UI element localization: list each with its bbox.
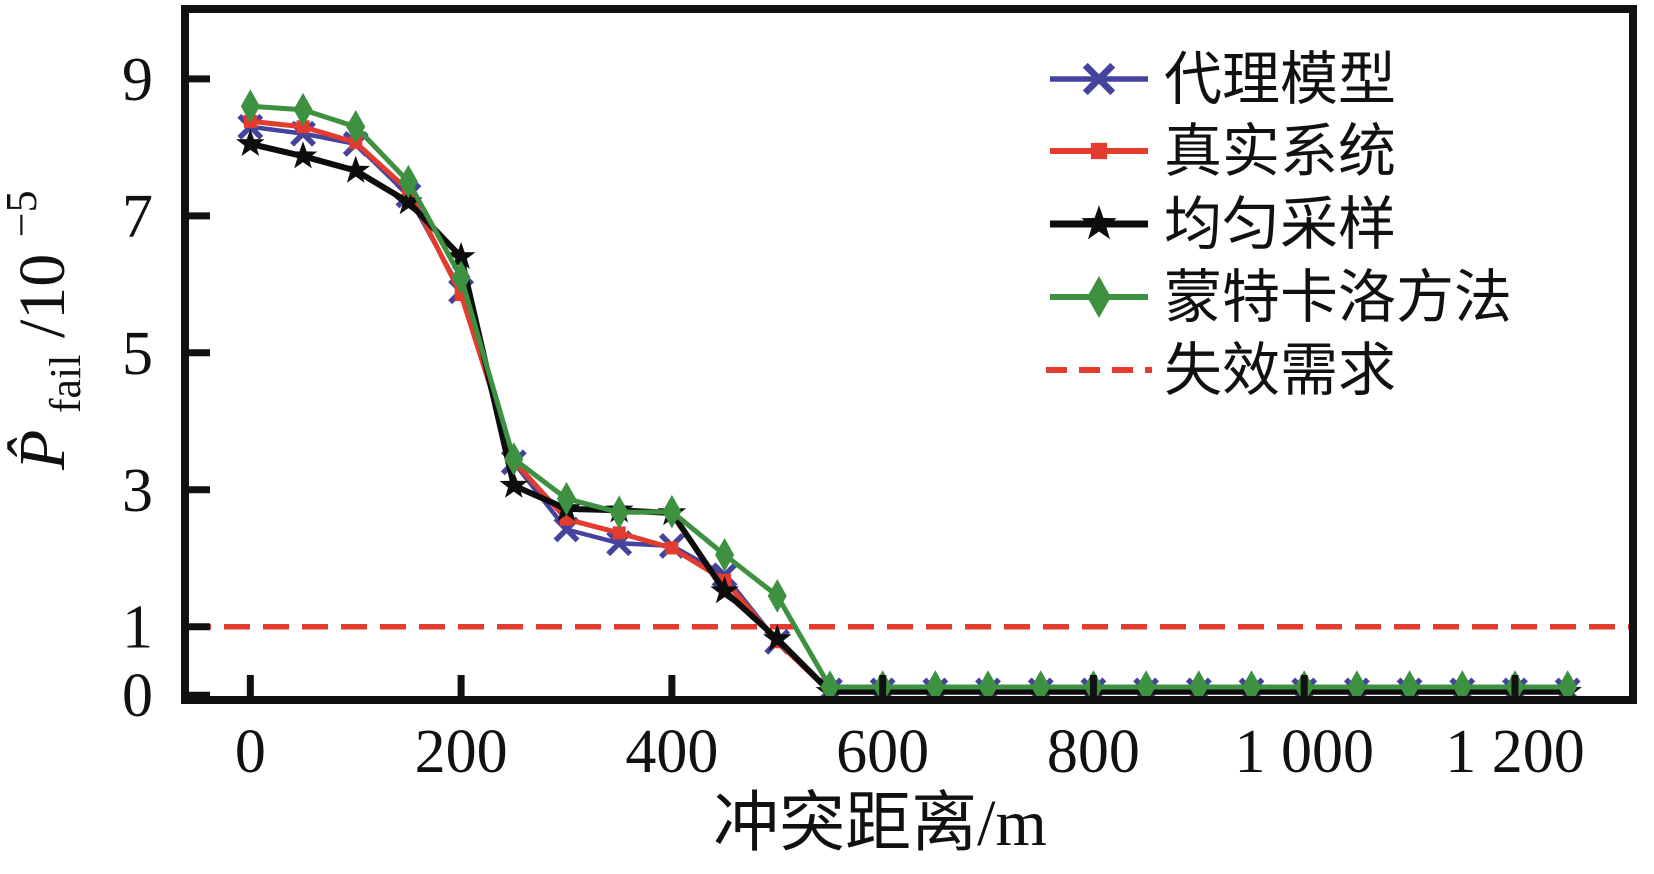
series-uniform-sampling-star-marker <box>710 576 739 604</box>
legend-real-system-square-marker <box>1090 142 1108 160</box>
y-tick-label: 1 <box>122 594 153 662</box>
x-tick-label: 400 <box>625 718 718 786</box>
x-tick-label: 600 <box>836 718 929 786</box>
series-monte-carlo-diamond-marker <box>820 670 840 704</box>
y-axis-label-main: P̂ <box>6 430 79 471</box>
legend-item-monte-carlo: 蒙特卡洛方法 <box>1050 265 1512 330</box>
series-uniform-sampling-line <box>249 140 1568 695</box>
y-axis-label-mid: /10 <box>6 254 79 338</box>
legend-uniform-sampling-star-marker <box>1081 205 1117 240</box>
series-monte-carlo-diamond-marker <box>1136 670 1156 704</box>
series-monte-carlo-diamond-marker <box>1241 670 1262 704</box>
x-tick-label: 1 200 <box>1445 718 1585 786</box>
legend-item-failure-requirement: 失效需求 <box>1046 338 1396 403</box>
legend-label-failure-requirement: 失效需求 <box>1164 338 1396 403</box>
legend-item-real-system: 真实系统 <box>1050 119 1396 184</box>
plot-border <box>181 5 1637 704</box>
series-monte-carlo-diamond-marker <box>1189 670 1209 704</box>
y-tick-label: 9 <box>122 46 153 114</box>
series-monte-carlo-diamond-marker <box>556 481 577 516</box>
y-tick-label: 3 <box>122 457 153 525</box>
axes-layer <box>181 5 1637 704</box>
y-axis-label-sub: fail <box>41 355 90 414</box>
series-monte-carlo-diamond-marker <box>1400 670 1420 704</box>
legend-label-monte-carlo: 蒙特卡洛方法 <box>1164 265 1512 330</box>
x-tick-label: 200 <box>415 718 508 786</box>
series-uniform-sampling-star-marker <box>236 128 265 156</box>
series-monte-carlo-diamond-marker <box>609 495 629 530</box>
series-monte-carlo-diamond-marker <box>715 538 735 572</box>
series-monte-carlo-diamond-marker <box>504 442 524 476</box>
series-monte-carlo-diamond-marker <box>767 579 787 613</box>
legend-item-uniform-sampling: 均匀采样 <box>1050 192 1396 257</box>
series-monte-carlo-diamond-marker <box>1347 670 1367 704</box>
y-tick-label: 0 <box>122 662 153 730</box>
series-uniform-sampling-star-marker <box>499 470 529 498</box>
series-uniform-sampling-star-marker <box>394 187 423 215</box>
x-tick-label: 800 <box>1047 718 1140 786</box>
series-monte-carlo-diamond-marker <box>240 89 260 124</box>
series-uniform-sampling-star-marker <box>446 241 476 269</box>
series-monte-carlo-diamond-marker <box>1558 670 1578 704</box>
x-tick-label: 0 <box>235 718 266 786</box>
legend-label-real-system: 真实系统 <box>1164 119 1396 184</box>
series-monte-carlo-diamond-marker <box>978 670 998 704</box>
series-monte-carlo-diamond-marker <box>925 670 945 704</box>
legend-label-surrogate-model: 代理模型 <box>1164 47 1396 112</box>
series-monte-carlo-diamond-marker <box>398 164 418 199</box>
series-monte-carlo-diamond-marker <box>1031 670 1051 704</box>
series-uniform-sampling-star-marker <box>341 155 370 183</box>
legend-monte-carlo-diamond-marker <box>1087 276 1111 318</box>
series-real-system-square-marker <box>296 120 310 134</box>
legend-surrogate-model-x-marker <box>1082 62 1116 96</box>
series-monte-carlo-diamond-marker <box>451 260 471 295</box>
y-axis-label: P̂ fail /10 −5 <box>0 190 95 471</box>
series-layer <box>185 89 1633 704</box>
y-axis-label-sup: −5 <box>0 190 46 237</box>
series-real-system-square-marker <box>612 526 626 540</box>
series-monte-carlo-diamond-marker <box>662 494 682 529</box>
series-monte-carlo-diamond-marker <box>293 92 313 127</box>
legend-item-surrogate-model: 代理模型 <box>1050 47 1396 112</box>
x-axis-label: 冲突距离/m <box>713 787 1047 860</box>
x-tick-label: 1 000 <box>1234 718 1374 786</box>
legend-label-uniform-sampling: 均匀采样 <box>1164 192 1396 257</box>
series-real-system-square-marker <box>665 541 679 555</box>
series-monte-carlo-diamond-marker <box>346 109 366 144</box>
series-uniform-sampling-star-marker <box>288 141 318 169</box>
series-monte-carlo-diamond-marker <box>1452 670 1472 704</box>
y-tick-label: 5 <box>122 320 153 388</box>
series-monte-carlo <box>240 89 1578 704</box>
y-tick-label: 7 <box>122 183 153 251</box>
series-uniform-sampling-star-marker <box>763 624 792 652</box>
